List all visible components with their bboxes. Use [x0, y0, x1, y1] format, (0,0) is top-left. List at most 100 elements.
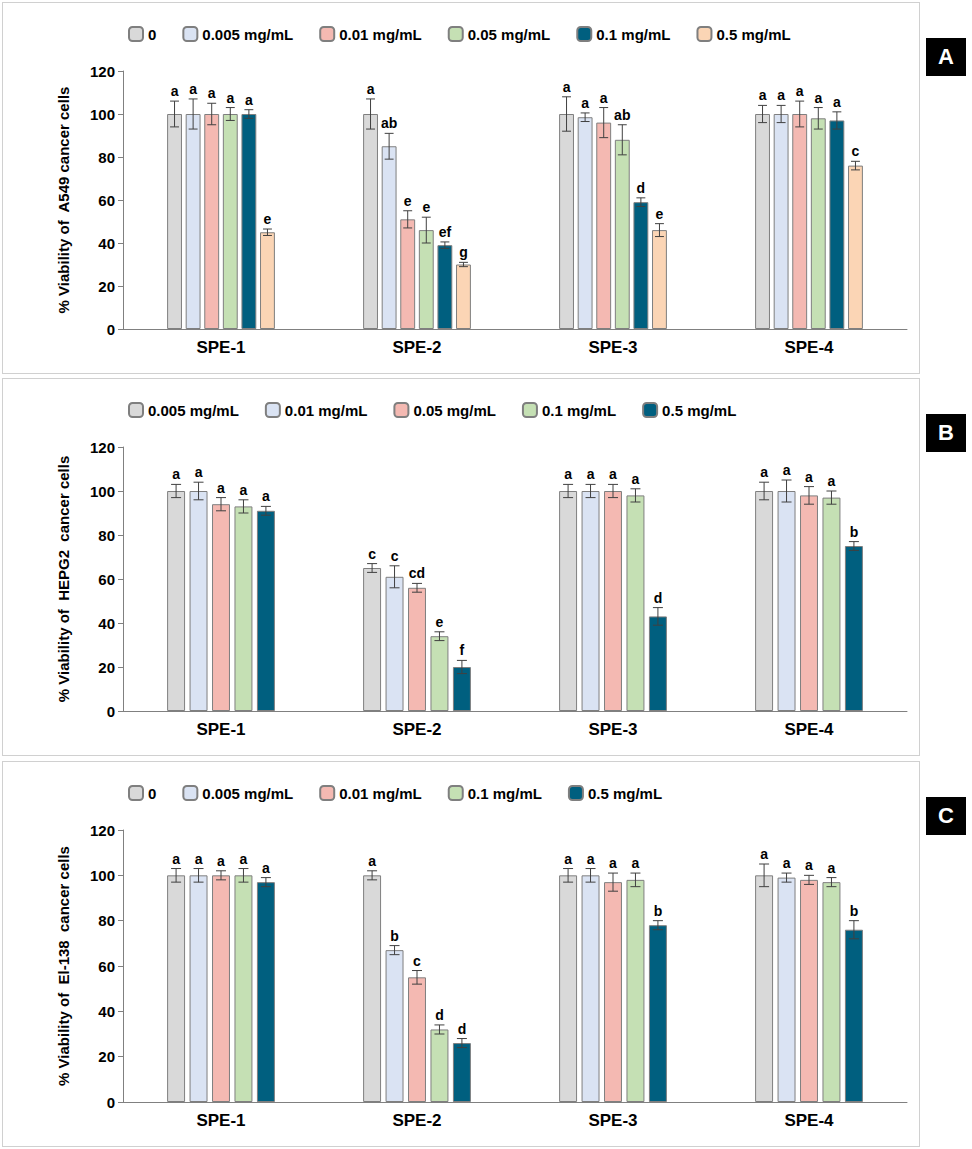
svg-text:SPE-1: SPE-1	[196, 338, 245, 357]
svg-text:a: a	[632, 471, 640, 487]
svg-text:a: a	[609, 466, 617, 482]
svg-text:40: 40	[98, 615, 115, 632]
svg-text:cd: cd	[409, 565, 425, 581]
svg-text:a: a	[760, 846, 768, 862]
svg-text:c: c	[852, 143, 860, 159]
svg-text:20: 20	[98, 278, 115, 295]
svg-text:a: a	[581, 95, 589, 111]
svg-text:a: a	[805, 857, 813, 873]
svg-text:0: 0	[107, 321, 115, 338]
svg-text:a: a	[245, 92, 253, 108]
svg-text:100: 100	[90, 483, 115, 500]
svg-text:a: a	[833, 94, 841, 110]
svg-text:e: e	[656, 206, 664, 222]
svg-text:SPE-3: SPE-3	[588, 1111, 637, 1130]
svg-text:a: a	[195, 464, 203, 480]
svg-text:80: 80	[98, 527, 115, 544]
svg-text:80: 80	[98, 149, 115, 166]
svg-text:SPE-4: SPE-4	[784, 720, 834, 739]
svg-text:a: a	[783, 462, 791, 478]
svg-text:0.01 mg/mL: 0.01 mg/mL	[339, 785, 422, 802]
svg-text:SPE-1: SPE-1	[196, 720, 245, 739]
svg-text:a: a	[262, 488, 270, 504]
svg-text:ab: ab	[614, 107, 630, 123]
svg-text:0: 0	[107, 703, 115, 720]
svg-text:120: 120	[90, 439, 115, 456]
svg-text:a: a	[783, 855, 791, 871]
svg-text:a: a	[226, 90, 234, 106]
svg-text:a: a	[564, 466, 572, 482]
svg-text:0.05 mg/mL: 0.05 mg/mL	[468, 26, 551, 43]
svg-text:a: a	[172, 851, 180, 867]
svg-text:SPE-2: SPE-2	[392, 720, 441, 739]
svg-text:a: a	[217, 853, 225, 869]
svg-text:d: d	[435, 1007, 444, 1023]
svg-text:a: a	[587, 466, 595, 482]
svg-text:f: f	[460, 642, 465, 658]
svg-text:0.1 mg/mL: 0.1 mg/mL	[596, 26, 670, 43]
svg-text:e: e	[404, 193, 412, 209]
svg-text:SPE-1: SPE-1	[196, 1111, 245, 1130]
svg-text:a: a	[609, 855, 617, 871]
svg-text:SPE-3: SPE-3	[588, 720, 637, 739]
svg-text:60: 60	[98, 958, 115, 975]
svg-text:a: a	[828, 473, 836, 489]
svg-text:d: d	[637, 180, 646, 196]
svg-text:0.005 mg/mL: 0.005 mg/mL	[202, 785, 293, 802]
svg-text:a: a	[796, 83, 804, 99]
svg-text:0: 0	[148, 785, 156, 802]
svg-text:a: a	[777, 87, 785, 103]
svg-text:b: b	[850, 903, 859, 919]
svg-text:c: c	[391, 548, 399, 564]
svg-text:ab: ab	[381, 115, 397, 131]
svg-text:0.5 mg/mL: 0.5 mg/mL	[588, 785, 662, 802]
svg-text:a: a	[367, 81, 375, 97]
svg-text:0.05 mg/mL: 0.05 mg/mL	[413, 402, 496, 419]
svg-text:c: c	[368, 546, 376, 562]
svg-text:a: a	[171, 83, 179, 99]
svg-text:0.1 mg/mL: 0.1 mg/mL	[468, 785, 542, 802]
svg-text:40: 40	[98, 1003, 115, 1020]
svg-text:80: 80	[98, 912, 115, 929]
svg-text:SPE-4: SPE-4	[784, 338, 834, 357]
svg-text:a: a	[208, 85, 216, 101]
svg-text:c: c	[413, 953, 421, 969]
svg-text:0.5 mg/mL: 0.5 mg/mL	[716, 26, 790, 43]
svg-text:a: a	[172, 466, 180, 482]
svg-text:20: 20	[98, 1048, 115, 1065]
svg-text:0.01 mg/mL: 0.01 mg/mL	[285, 402, 368, 419]
svg-text:SPE-4: SPE-4	[784, 1111, 834, 1130]
svg-text:20: 20	[98, 659, 115, 676]
svg-text:a: a	[240, 851, 248, 867]
svg-text:100: 100	[90, 867, 115, 884]
svg-text:60: 60	[98, 192, 115, 209]
svg-text:a: a	[587, 851, 595, 867]
svg-text:a: a	[632, 855, 640, 871]
svg-text:d: d	[458, 1021, 467, 1037]
svg-text:a: a	[759, 87, 767, 103]
svg-text:g: g	[459, 244, 468, 260]
svg-text:d: d	[654, 590, 663, 606]
svg-text:0.5 mg/mL: 0.5 mg/mL	[662, 402, 736, 419]
svg-text:a: a	[805, 469, 813, 485]
svg-text:60: 60	[98, 571, 115, 588]
svg-text:a: a	[828, 860, 836, 876]
svg-text:a: a	[189, 81, 197, 97]
svg-text:0.01 mg/mL: 0.01 mg/mL	[339, 26, 422, 43]
svg-text:a: a	[240, 482, 248, 498]
svg-text:100: 100	[90, 106, 115, 123]
svg-text:a: a	[760, 464, 768, 480]
svg-text:SPE-3: SPE-3	[588, 338, 637, 357]
svg-text:% Viability of El-138 cancer: % Viability of El-138 cancer cells	[55, 846, 72, 1086]
svg-text:a: a	[262, 860, 270, 876]
svg-text:SPE-2: SPE-2	[392, 338, 441, 357]
svg-text:% Viability of HEPG2 cancer: % Viability of HEPG2 cancer cells	[55, 456, 72, 703]
svg-text:0.1 mg/mL: 0.1 mg/mL	[542, 402, 616, 419]
svg-text:a: a	[195, 851, 203, 867]
svg-text:e: e	[436, 614, 444, 630]
svg-text:b: b	[390, 928, 399, 944]
svg-text:SPE-2: SPE-2	[392, 1111, 441, 1130]
svg-text:ef: ef	[439, 224, 452, 240]
svg-text:0: 0	[148, 26, 156, 43]
svg-text:a: a	[368, 853, 376, 869]
